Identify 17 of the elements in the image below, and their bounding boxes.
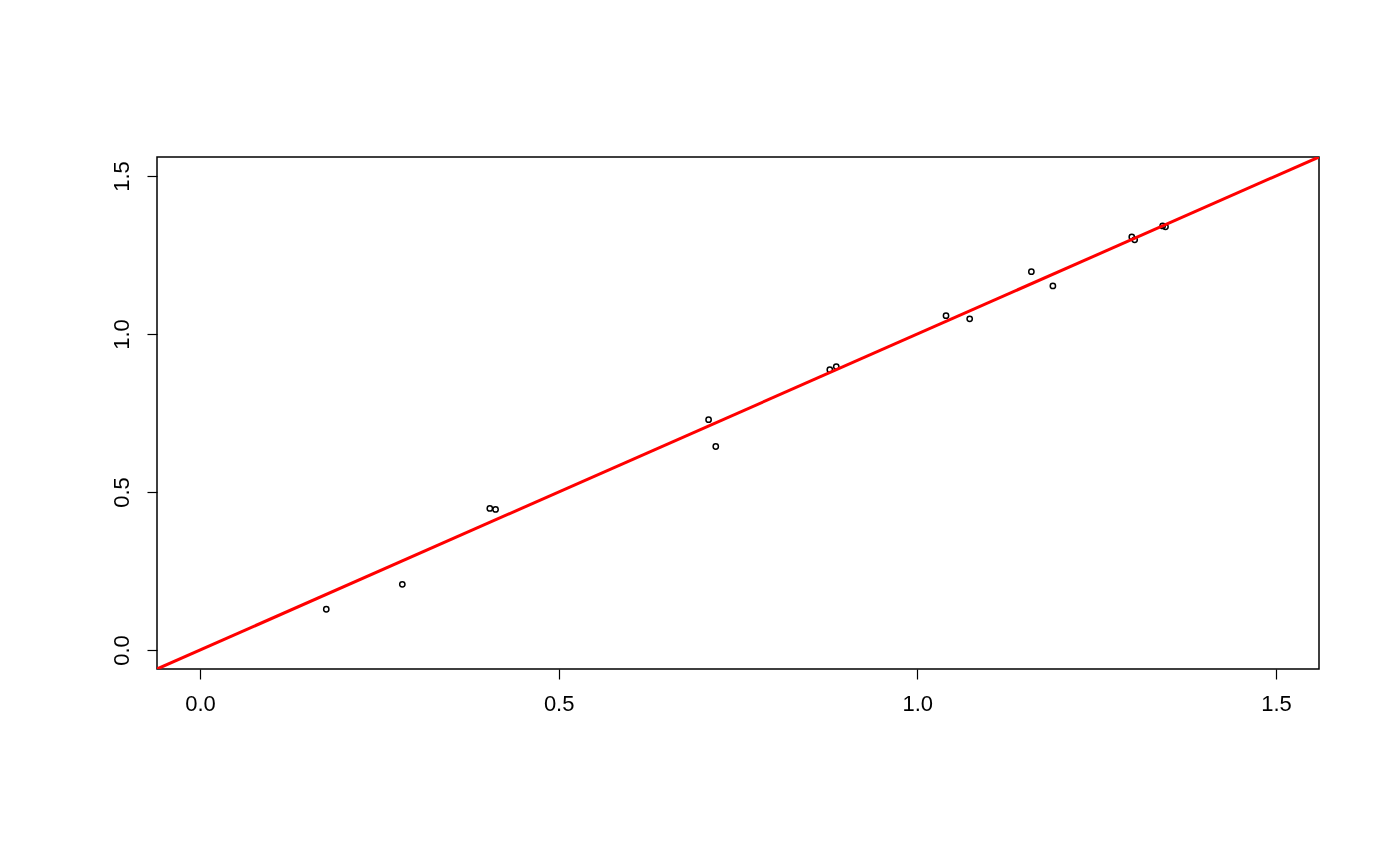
point [398,580,406,588]
point [712,443,720,450]
point [492,506,499,513]
y-tick-label: 0.0 [108,635,134,666]
point [1027,268,1035,276]
point [705,416,712,424]
point [486,505,494,512]
x-tick-label: 0.5 [543,690,575,716]
point [322,605,330,613]
x-tick-label: 1.5 [1261,690,1292,716]
point [942,312,950,320]
point [966,315,974,323]
y-tick-label: 1.5 [108,161,134,192]
x-tick-label: 0.0 [185,690,216,716]
x-tick-label: 1.0 [902,690,934,716]
y-tick-label: 1.0 [108,319,134,350]
y-tick-label: 0.5 [108,477,134,508]
